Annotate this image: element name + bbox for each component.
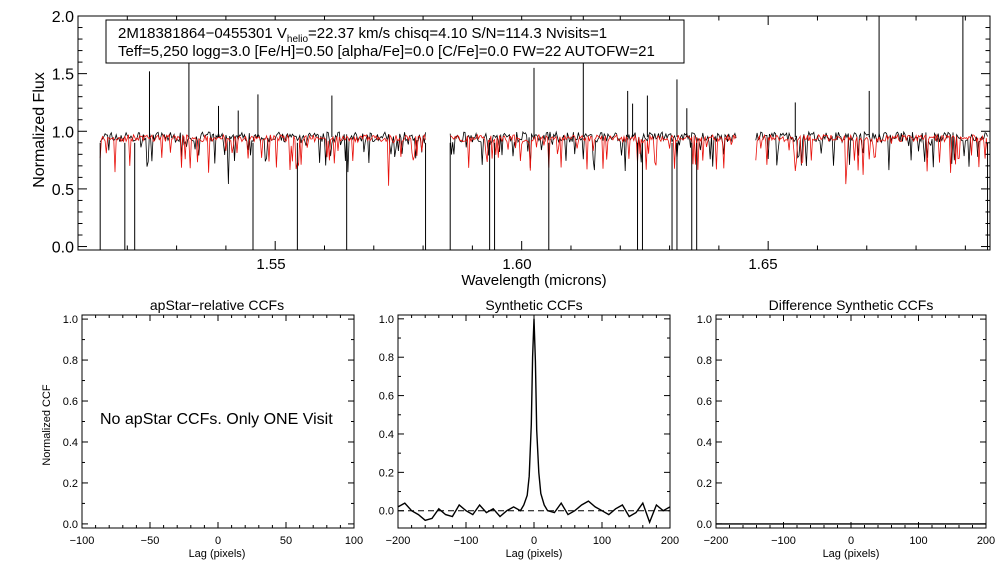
synthetic-ccf-plot-area [397, 318, 671, 525]
observed-spectrum-line [449, 130, 737, 172]
difference-ccf-y-tick-label: 0.8 [697, 355, 712, 367]
difference-ccf-frame [715, 314, 987, 529]
difference-ccf-x-axis-label: Lag (pixels) [823, 548, 880, 560]
model-spectrum-line [449, 133, 737, 171]
spectrum-y-tick-label: 0.5 [52, 182, 74, 199]
spectrum-y-tick-label: 1.0 [52, 124, 74, 141]
spectrum-frame [77, 15, 991, 251]
spectrum-y-axis-label: Normalized Flux [31, 72, 48, 188]
apstar-ccf-title: apStar−relative CCFs [150, 297, 284, 313]
apstar-ccf-y-tick-label: 1.0 [63, 314, 78, 326]
synthetic-ccf-y-tick-label: 0.0 [379, 506, 394, 518]
difference-ccf-y-tick-labels: 0.0 0.2 0.4 0.6 0.8 1.0 [697, 314, 712, 531]
info-line1-prefix: 2M18381864−0455301 V [118, 25, 287, 42]
synthetic-ccf-x-tick-labels: −200 −100 0 100 200 [386, 535, 680, 547]
spectrum-y-tick-labels: 0.0 0.5 1.0 1.5 2.0 [52, 9, 74, 257]
apstar-ccf-x-tick-label: −50 [141, 535, 160, 547]
spectrum-panel: 0.0 0.5 1.0 1.5 2.0 1.55 1.60 1.65 Wavel… [31, 9, 991, 289]
difference-ccf-x-tick-label: 100 [909, 535, 927, 547]
difference-ccf-panel: Difference Synthetic CCFs 0.0 0.2 0.4 0.… [697, 297, 995, 560]
synthetic-ccf-x-tick-label: 200 [661, 535, 679, 547]
apstar-ccf-y-tick-labels: 0.0 0.2 0.4 0.6 0.8 1.0 [63, 314, 78, 531]
difference-ccf-x-tick-label: 0 [848, 535, 854, 547]
apstar-ccf-y-tick-label: 0.6 [63, 396, 78, 408]
difference-ccf-x-tick-label: −100 [771, 535, 796, 547]
model-spectrum-line [99, 133, 426, 186]
synthetic-ccf-panel: Synthetic CCFs 0.0 0.2 0.4 0.6 0.8 1.0 −… [379, 297, 679, 560]
difference-ccf-y-tick-label: 0.0 [697, 519, 712, 531]
apstar-ccf-x-tick-label: 100 [345, 535, 363, 547]
apstar-ccf-y-tick-label: 0.4 [63, 437, 78, 449]
difference-ccf-title: Difference Synthetic CCFs [769, 297, 934, 313]
model-spectrum-line [755, 133, 988, 185]
synthetic-ccf-y-tick-label: 0.8 [379, 352, 394, 364]
apstar-ccf-ticks [81, 315, 355, 528]
synthetic-ccf-y-tick-label: 0.4 [379, 429, 394, 441]
synthetic-ccf-x-tick-label: 0 [531, 535, 537, 547]
apstar-ccf-y-axis-label: Normalized CCF [41, 384, 53, 466]
difference-ccf-y-tick-label: 0.2 [697, 478, 712, 490]
synthetic-ccf-y-tick-label: 1.0 [379, 314, 394, 326]
apstar-ccf-y-tick-label: 0.0 [63, 519, 78, 531]
synthetic-ccf-ticks [397, 315, 671, 528]
apstar-ccf-x-tick-label: 50 [280, 535, 292, 547]
difference-ccf-ticks [715, 315, 987, 528]
spectrum-y-tick-label: 2.0 [52, 9, 74, 26]
info-box-line1: 2M18381864−0455301 Vhelio=22.37 km/s chi… [118, 25, 607, 45]
apstar-ccf-x-tick-label: 0 [215, 535, 221, 547]
apstar-ccf-x-tick-label: −100 [70, 535, 95, 547]
info-line1-suffix: =22.37 km/s chisq=4.10 S/N=114.3 Nvisits… [308, 25, 607, 42]
apstar-ccf-y-tick-label: 0.2 [63, 478, 78, 490]
spectrum-x-tick-label: 1.60 [502, 256, 531, 273]
spectrum-x-tick-label: 1.65 [748, 256, 777, 273]
synthetic-ccf-x-axis-label: Lag (pixels) [506, 548, 563, 560]
difference-ccf-x-tick-label: 200 [977, 535, 995, 547]
info-line1-subscript: helio [287, 34, 309, 45]
apstar-ccf-x-axis-label: Lag (pixels) [189, 548, 246, 560]
spectrum-plot-area [99, 16, 989, 250]
info-box-line2: Teff=5,250 logg=3.0 [Fe/H]=0.50 [alpha/F… [118, 43, 655, 60]
synthetic-ccf-y-tick-label: 0.2 [379, 467, 394, 479]
synthetic-ccf-y-tick-labels: 0.0 0.2 0.4 0.6 0.8 1.0 [379, 314, 394, 518]
synthetic-ccf-x-tick-label: −200 [386, 535, 411, 547]
info-box-frame [105, 19, 685, 64]
difference-ccf-x-tick-label: −200 [704, 535, 729, 547]
difference-ccf-x-tick-labels: −200 −100 0 100 200 [704, 535, 996, 547]
synthetic-ccf-x-tick-label: 100 [593, 535, 611, 547]
difference-ccf-y-tick-label: 0.6 [697, 396, 712, 408]
apstar-ccf-panel: apStar−relative CCFs 0.0 0.2 0.4 0.6 0.8… [41, 297, 363, 560]
ccf-line [397, 318, 671, 525]
spectrum-y-tick-label: 0.0 [52, 240, 74, 257]
difference-ccf-y-tick-label: 0.4 [697, 437, 712, 449]
apstar-ccf-message: No apStar CCFs. Only ONE Visit [100, 411, 333, 428]
synthetic-ccf-title: Synthetic CCFs [485, 297, 582, 313]
spectrum-y-tick-label: 1.5 [52, 67, 74, 84]
spectrum-x-axis-label: Wavelength (microns) [461, 272, 606, 289]
synthetic-ccf-y-tick-label: 0.6 [379, 391, 394, 403]
spectrum-x-tick-labels: 1.55 1.60 1.65 [256, 256, 777, 273]
apstar-ccf-y-tick-label: 0.8 [63, 355, 78, 367]
difference-ccf-y-tick-label: 1.0 [697, 314, 712, 326]
apstar-ccf-x-tick-labels: −100 −50 0 50 100 [70, 535, 364, 547]
spectrum-x-tick-label: 1.55 [256, 256, 285, 273]
synthetic-ccf-x-tick-label: −100 [454, 535, 479, 547]
spectrum-info-box: 2M18381864−0455301 Vhelio=22.37 km/s chi… [105, 19, 685, 64]
synthetic-ccf-frame [397, 314, 671, 529]
